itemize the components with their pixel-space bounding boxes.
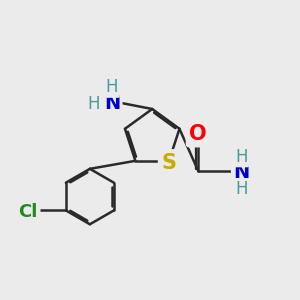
Text: S: S <box>161 153 176 173</box>
Text: N: N <box>233 164 250 182</box>
Text: H: H <box>235 180 248 198</box>
Text: H: H <box>87 94 100 112</box>
Text: Cl: Cl <box>19 203 38 221</box>
Text: H: H <box>235 148 248 166</box>
Text: O: O <box>189 124 207 144</box>
Text: H: H <box>106 79 118 97</box>
Text: N: N <box>104 94 120 113</box>
